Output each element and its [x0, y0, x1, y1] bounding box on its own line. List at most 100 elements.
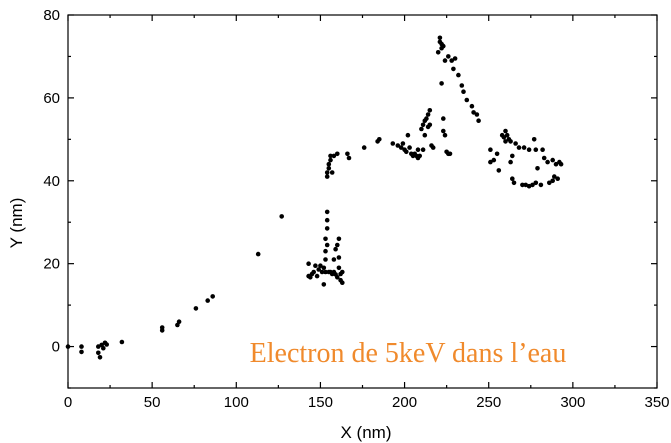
data-point	[503, 139, 508, 144]
y-tick-label: 80	[43, 7, 60, 24]
data-point	[521, 145, 527, 150]
data-point	[326, 166, 332, 171]
data-point	[97, 355, 103, 360]
data-point	[513, 141, 518, 146]
data-point	[119, 339, 125, 345]
data-point	[508, 159, 513, 165]
data-point	[508, 139, 513, 144]
data-point	[541, 155, 547, 161]
data-point	[437, 35, 443, 41]
data-point	[79, 344, 84, 349]
data-point	[503, 128, 508, 134]
data-point	[404, 149, 409, 155]
data-points	[65, 35, 564, 360]
data-point	[176, 319, 182, 325]
x-tick-label: 250	[476, 394, 501, 411]
data-point	[326, 161, 332, 167]
data-point	[471, 110, 476, 115]
data-point	[451, 66, 456, 72]
data-point	[447, 151, 453, 157]
data-point	[324, 242, 330, 248]
data-point	[335, 275, 340, 280]
data-point	[420, 122, 426, 128]
data-point	[533, 147, 539, 152]
data-point	[430, 145, 436, 150]
data-point	[476, 118, 481, 123]
data-point	[324, 209, 330, 215]
data-point	[535, 166, 540, 171]
data-point	[319, 269, 325, 275]
data-point	[324, 174, 330, 179]
data-point	[504, 132, 510, 138]
data-point	[398, 145, 404, 150]
data-point	[323, 236, 328, 242]
data-point	[377, 137, 382, 142]
data-point	[552, 174, 557, 179]
data-point	[336, 265, 342, 271]
data-point	[104, 342, 109, 347]
x-tick-label: 200	[392, 394, 417, 411]
x-tick-label: 50	[144, 394, 161, 411]
data-point	[316, 267, 322, 272]
data-point	[331, 257, 337, 262]
data-point	[555, 176, 560, 181]
data-point	[210, 294, 215, 299]
data-point	[520, 182, 525, 188]
data-point	[346, 155, 352, 161]
data-point	[407, 145, 412, 150]
data-point	[96, 344, 101, 349]
data-point	[441, 43, 446, 49]
data-point	[328, 157, 333, 163]
data-point	[420, 147, 426, 152]
plot-frame	[67, 14, 658, 389]
data-point	[340, 280, 345, 286]
data-point	[318, 263, 323, 269]
data-point	[96, 350, 101, 356]
data-point	[558, 161, 564, 167]
data-point	[540, 147, 545, 152]
y-tick-label: 60	[43, 90, 60, 107]
x-tick-label: 150	[308, 394, 333, 411]
data-point	[425, 112, 431, 117]
data-point	[321, 282, 327, 287]
data-point	[419, 126, 424, 132]
data-point	[324, 217, 330, 223]
data-point	[324, 226, 330, 231]
data-point	[345, 151, 350, 157]
data-point	[331, 153, 337, 159]
data-point	[459, 83, 465, 88]
data-point	[538, 182, 544, 188]
data-point	[279, 214, 285, 219]
data-point	[400, 141, 406, 146]
y-axis-label: Y (nm)	[7, 198, 26, 249]
data-point	[501, 135, 507, 140]
data-point	[101, 345, 106, 351]
y-tick-labels: 0 20 40 60 80	[43, 7, 60, 356]
data-point	[439, 81, 444, 86]
data-point	[422, 132, 428, 138]
x-tick-label: 100	[224, 394, 249, 411]
x-tick-label: 350	[644, 394, 669, 411]
data-point	[336, 255, 342, 260]
data-point	[456, 72, 461, 78]
data-point	[533, 180, 539, 186]
data-point	[474, 112, 480, 117]
data-point	[255, 251, 261, 257]
data-point	[333, 246, 338, 252]
data-point	[424, 116, 429, 121]
data-point	[205, 298, 210, 303]
data-point	[306, 261, 311, 267]
data-point	[442, 132, 448, 138]
data-point	[427, 108, 433, 113]
data-point	[340, 269, 345, 275]
data-point	[361, 145, 367, 150]
data-point	[335, 151, 340, 157]
data-point	[427, 122, 433, 128]
data-point	[323, 248, 328, 254]
data-point	[415, 147, 421, 152]
y-tick-label: 0	[52, 339, 60, 356]
data-point	[313, 263, 318, 269]
data-point	[417, 153, 423, 159]
data-point	[494, 151, 500, 157]
data-point	[405, 132, 411, 138]
